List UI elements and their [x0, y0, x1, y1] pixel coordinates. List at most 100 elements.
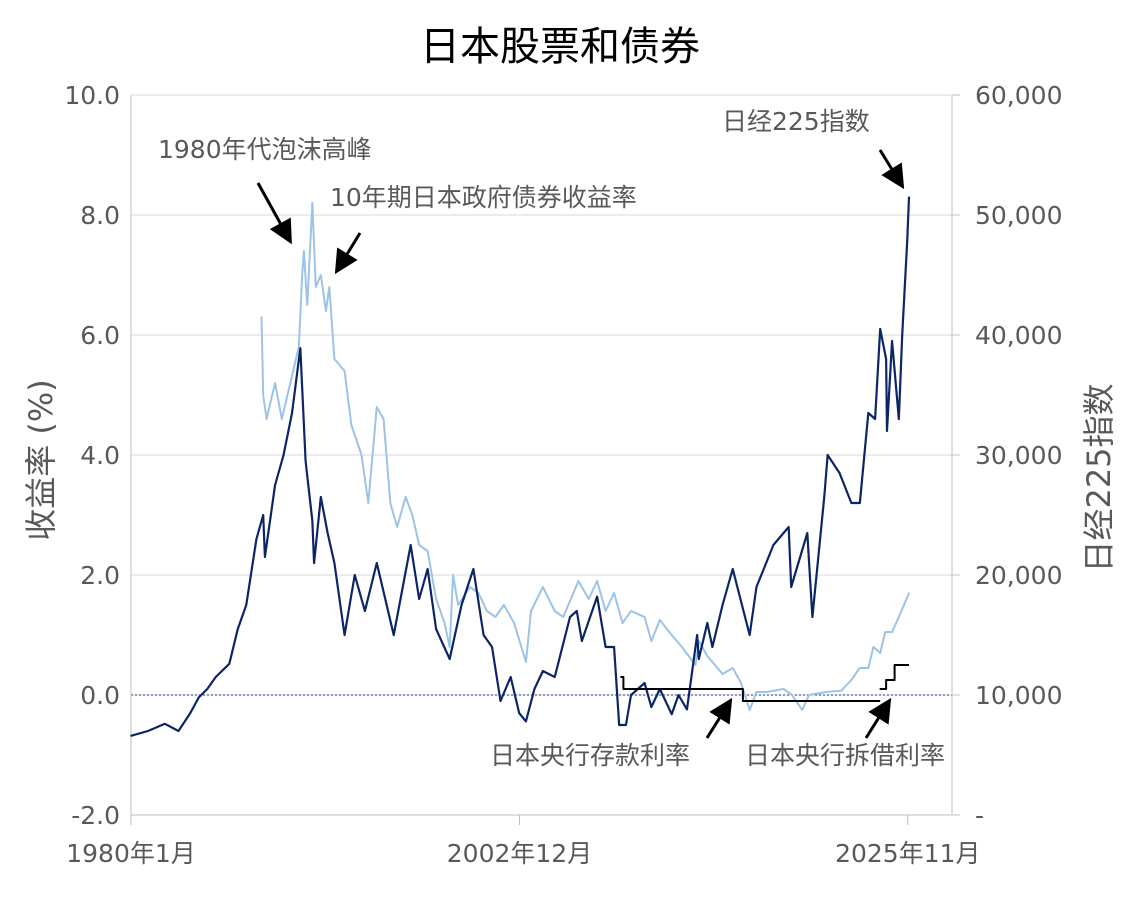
data-point — [533, 688, 536, 690]
data-point — [613, 592, 615, 594]
data-point — [659, 619, 661, 621]
data-point — [494, 616, 497, 618]
data-point — [625, 724, 627, 726]
data-point — [343, 634, 346, 636]
data-point — [694, 664, 697, 666]
data-point — [872, 646, 875, 648]
data-point — [325, 310, 327, 312]
data-point — [823, 496, 826, 498]
data-point — [886, 430, 888, 432]
data-point — [562, 616, 565, 618]
data-point — [696, 634, 698, 636]
data-point — [426, 550, 429, 552]
data-point — [509, 676, 512, 678]
data-point — [893, 664, 896, 666]
data-point — [298, 346, 300, 348]
data-point — [396, 526, 398, 528]
y-tick-label: 0.0 — [80, 681, 120, 710]
data-point — [525, 661, 527, 663]
data-point — [291, 412, 293, 414]
annotation-bubble-peak: 1980年代泡沫高峰 — [158, 135, 372, 164]
data-point — [326, 532, 329, 534]
data-point — [328, 286, 331, 288]
data-point — [791, 694, 793, 696]
data-point — [782, 688, 785, 690]
data-point — [577, 580, 580, 582]
x-tick-label: 2025年11月 — [835, 839, 980, 868]
data-point — [874, 418, 876, 420]
data-point — [491, 646, 493, 648]
data-point — [392, 634, 395, 636]
data-point — [299, 347, 302, 350]
data-point — [457, 604, 459, 606]
data-point — [604, 610, 607, 612]
data-point — [686, 708, 688, 711]
data-point — [513, 622, 515, 624]
data-point — [482, 634, 485, 636]
data-point — [206, 688, 209, 690]
data-point — [426, 568, 429, 570]
data-point — [772, 544, 775, 546]
data-point — [320, 496, 322, 498]
data-point — [375, 406, 378, 408]
data-point — [755, 586, 758, 588]
data-point — [604, 646, 607, 648]
data-point — [867, 667, 870, 669]
data-point — [542, 670, 544, 672]
data-point — [643, 682, 646, 684]
data-point — [898, 616, 900, 618]
data-point — [486, 610, 488, 612]
data-point — [643, 616, 646, 618]
y2-tick-label: 50,000 — [975, 201, 1062, 230]
data-point — [891, 340, 893, 342]
data-point — [898, 418, 900, 420]
data-point — [228, 663, 231, 665]
y-tick-label: 8.0 — [80, 201, 120, 230]
data-point — [333, 358, 336, 360]
data-point — [787, 526, 790, 528]
data-point — [303, 250, 305, 252]
data-point — [306, 304, 309, 306]
data-point — [530, 610, 532, 612]
data-point — [503, 604, 505, 606]
data-point — [903, 604, 905, 606]
data-point — [262, 514, 265, 516]
annotation-deposit-rate: 日本央行存款利率 — [490, 741, 690, 770]
data-point — [858, 667, 861, 669]
data-point — [838, 472, 841, 474]
series-line-0 — [130, 196, 911, 737]
data-point — [289, 382, 292, 384]
data-point — [618, 724, 620, 726]
arrow-nikkei — [878, 149, 905, 190]
data-point — [826, 454, 829, 456]
data-point — [350, 424, 353, 426]
data-point — [364, 610, 366, 612]
y2-axis-label: 日经225指数 — [1080, 383, 1118, 572]
data-point — [189, 712, 192, 714]
chart-title: 日本股票和债券 — [420, 24, 700, 70]
data-point — [650, 706, 653, 708]
data-point — [840, 690, 843, 692]
y-axis-label: 收益率 (%) — [22, 379, 60, 541]
data-point — [731, 568, 734, 570]
data-point — [884, 631, 887, 633]
data-point — [262, 394, 265, 396]
data-point — [499, 700, 502, 702]
y-tick-label: 4.0 — [80, 441, 120, 470]
data-point — [885, 679, 887, 681]
data-point — [435, 628, 437, 630]
arrow-deposit-rate — [705, 697, 733, 739]
data-point — [748, 634, 751, 636]
data-point — [214, 676, 217, 678]
data-point — [706, 655, 709, 657]
data-point — [367, 502, 370, 504]
data-point — [130, 735, 132, 737]
data-point — [518, 712, 520, 714]
data-point — [265, 418, 268, 420]
data-point — [587, 598, 590, 600]
data-point — [282, 454, 285, 456]
data-point — [879, 688, 881, 690]
data-point — [418, 544, 420, 546]
data-point — [681, 646, 683, 648]
